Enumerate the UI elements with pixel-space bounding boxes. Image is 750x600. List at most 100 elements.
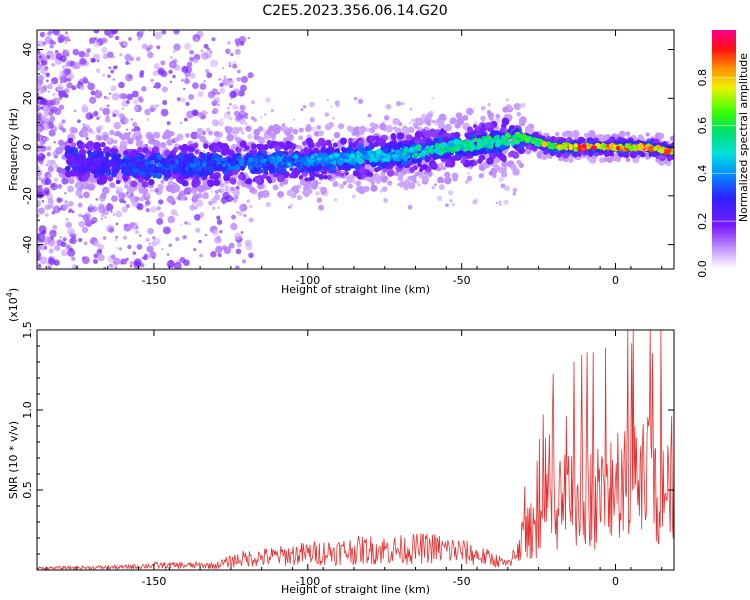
spectrogram-noise-dot xyxy=(113,65,118,70)
spectrogram-ridge-dot xyxy=(565,132,570,137)
bottom-x-axis-label: Height of straight line (km) xyxy=(281,583,430,596)
spectrogram-ridge-dot xyxy=(486,109,492,115)
spectrogram-noise-dot xyxy=(43,187,50,194)
spectrogram-ridge-dot xyxy=(486,157,494,165)
spectrogram-noise-dot xyxy=(137,96,143,102)
spectrogram-noise-dot xyxy=(232,63,238,69)
spectrogram-ridge-dot xyxy=(139,162,145,168)
spectrogram-noise-dot xyxy=(119,53,123,57)
spectrogram-ridge-dot xyxy=(290,160,295,165)
spectrogram-noise-dot xyxy=(65,221,72,229)
spectrogram-noise-dot xyxy=(106,104,110,108)
spectrogram-noise-dot xyxy=(94,90,103,99)
spectrogram-ridge-dot xyxy=(193,157,200,164)
spectrogram-ridge-dot xyxy=(576,146,582,151)
spectrogram-ridge-dot xyxy=(127,137,134,145)
spectrogram-ridge-dot xyxy=(222,170,228,175)
spectrogram-ridge-dot xyxy=(152,173,158,179)
spectrogram-ridge-dot xyxy=(150,150,156,156)
spectrogram-noise-dot xyxy=(54,50,59,54)
spectrogram-ridge-dot xyxy=(131,167,138,173)
spectrogram-noise-dot xyxy=(472,107,476,110)
spectrogram-noise-dot xyxy=(170,209,178,216)
spectrogram-ridge-dot xyxy=(143,188,149,194)
spectrogram-ridge-dot xyxy=(245,125,252,132)
spectrogram-ridge-dot xyxy=(306,141,312,146)
spectrogram-noise-dot xyxy=(218,77,222,81)
spectrogram-ridge-dot xyxy=(517,147,526,155)
spectrogram-noise-dot xyxy=(318,204,325,211)
spectrogram-noise-dot xyxy=(78,50,86,58)
spectrogram-ridge-dot xyxy=(518,162,524,168)
spectrogram-ridge-dot xyxy=(100,192,107,199)
spectrogram-noise-dot xyxy=(148,242,152,246)
spectrogram-noise-dot xyxy=(480,115,486,122)
spectrogram-ridge-dot xyxy=(280,161,284,166)
spectrogram-ridge-dot xyxy=(139,196,145,202)
spectrogram-ridge-dot xyxy=(151,154,157,161)
spectrogram-noise-dot xyxy=(37,104,41,112)
spectrogram-noise-dot xyxy=(50,182,58,191)
spectrogram-noise-dot xyxy=(57,34,66,42)
spectrogram-ridge-dot xyxy=(479,127,485,133)
spectrogram-noise-dot xyxy=(82,256,90,265)
spectrogram-noise-dot xyxy=(100,217,103,220)
spectrogram-noise-dot xyxy=(221,245,227,250)
spectrogram-noise-dot xyxy=(239,41,245,46)
spectrogram-ridge-dot xyxy=(67,137,74,144)
spectrogram-ridge-dot xyxy=(234,164,241,171)
spectrogram-ridge-dot xyxy=(154,166,159,171)
spectrogram-noise-dot xyxy=(167,259,175,267)
spectrogram-noise-dot xyxy=(46,79,49,83)
spectrogram-noise-dot xyxy=(141,86,147,92)
spectrogram-noise-dot xyxy=(175,237,180,242)
spectrogram-noise-dot xyxy=(168,69,173,75)
spectrogram-noise-dot xyxy=(82,123,86,127)
spectrogram-noise-dot xyxy=(219,87,226,94)
spectrogram-ridge-dot xyxy=(185,133,190,138)
x-tick-label: -50 xyxy=(453,575,471,588)
spectrogram-noise-dot xyxy=(208,200,213,206)
spectrogram-ridge-dot xyxy=(92,161,97,165)
spectrogram-noise-dot xyxy=(144,204,147,208)
spectrogram-ridge-dot xyxy=(89,164,96,170)
spectrogram-ridge-dot xyxy=(240,166,245,171)
spectrogram-noise-dot xyxy=(222,67,225,70)
spectrogram-noise-dot xyxy=(181,79,184,82)
spectrogram-noise-dot xyxy=(43,246,48,250)
spectrogram-noise-dot xyxy=(115,235,118,239)
spectrogram-ridge-dot xyxy=(106,137,112,143)
spectrogram-noise-dot xyxy=(64,41,67,44)
spectrogram-noise-dot xyxy=(49,43,54,49)
colorbar-gradient xyxy=(712,30,736,269)
spectrogram-noise-dot xyxy=(46,152,51,157)
spectrogram-ridge-dot xyxy=(307,157,312,161)
spectrogram-ridge-dot xyxy=(174,136,180,142)
spectrogram-ridge-dot xyxy=(202,192,209,200)
spectrogram-noise-dot xyxy=(54,107,62,116)
spectrogram-noise-dot xyxy=(173,30,180,35)
spectrogram-ridge-dot xyxy=(355,180,362,186)
spectrogram-noise-dot xyxy=(108,92,112,95)
spectrogram-ridge-dot xyxy=(160,141,167,149)
spectrogram-ridge-dot xyxy=(192,142,199,149)
spectrogram-noise-dot xyxy=(37,138,41,142)
spectrogram-noise-dot xyxy=(103,266,107,269)
spectrogram-ridge-dot xyxy=(201,162,207,168)
spectrogram-ridge-dot xyxy=(293,153,299,160)
spectrogram-noise-dot xyxy=(111,92,120,101)
spectrogram-noise-dot xyxy=(238,35,247,44)
spectrogram-ridge-dot xyxy=(157,183,164,191)
spectrogram-ridge-dot xyxy=(97,156,104,162)
spectrogram-ridge-dot xyxy=(541,141,548,147)
spectrogram-noise-dot xyxy=(186,110,195,119)
spectrogram-ridge-dot xyxy=(363,154,370,160)
spectrogram-noise-dot xyxy=(79,85,85,91)
spectrogram-noise-dot xyxy=(338,183,345,189)
spectrogram-noise-dot xyxy=(238,110,247,119)
spectrogram-noise-dot xyxy=(334,100,340,106)
spectrogram-noise-dot xyxy=(101,46,108,54)
spectrogram-ridge-dot xyxy=(334,148,340,154)
spectrogram-noise-dot xyxy=(43,111,50,117)
spectrogram-ridge-dot xyxy=(207,179,215,188)
